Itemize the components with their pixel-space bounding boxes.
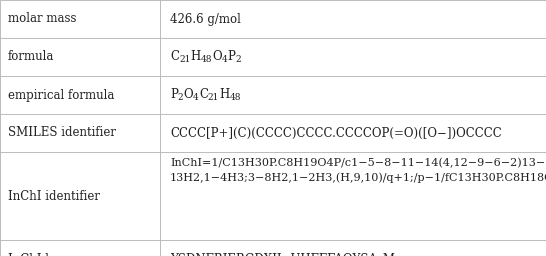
- Text: CCCC[P+](C)(CCCC)CCCC.CCCCOP(=O)([O−])OCCCC: CCCC[P+](C)(CCCC)CCCC.CCCCOP(=O)([O−])OC…: [170, 126, 502, 140]
- Text: empirical formula: empirical formula: [8, 89, 114, 101]
- Text: InChI key: InChI key: [8, 252, 66, 256]
- Text: O: O: [212, 50, 222, 63]
- Text: O: O: [183, 89, 193, 101]
- Text: 2: 2: [235, 55, 241, 64]
- Text: 426.6 g/mol: 426.6 g/mol: [170, 13, 241, 26]
- Text: formula: formula: [8, 50, 55, 63]
- Text: InChI identifier: InChI identifier: [8, 189, 100, 202]
- Text: 48: 48: [229, 93, 241, 102]
- Text: C: C: [170, 50, 179, 63]
- Text: 48: 48: [200, 55, 212, 64]
- Text: molar mass: molar mass: [8, 13, 76, 26]
- Text: P: P: [228, 50, 235, 63]
- Text: C: C: [199, 89, 208, 101]
- Text: YSDNFBJEBGDXJL–UHFFFAOYSA–M: YSDNFBJEBGDXJL–UHFFFAOYSA–M: [170, 252, 395, 256]
- Text: 21: 21: [179, 55, 191, 64]
- Text: SMILES identifier: SMILES identifier: [8, 126, 116, 140]
- Text: H: H: [191, 50, 200, 63]
- Text: 4: 4: [193, 93, 199, 102]
- Text: 4: 4: [222, 55, 228, 64]
- Text: H: H: [219, 89, 229, 101]
- Text: 2: 2: [178, 93, 183, 102]
- Text: P: P: [170, 89, 178, 101]
- Text: InChI=1/C13H30P.C8H19O4P/c1−5−8−11−14(4,12−9−6−2)13−10−7−3;1−3−5−7−11−13(9,10)12: InChI=1/C13H30P.C8H19O4P/c1−5−8−11−14(4,…: [170, 158, 546, 183]
- Text: 21: 21: [208, 93, 219, 102]
